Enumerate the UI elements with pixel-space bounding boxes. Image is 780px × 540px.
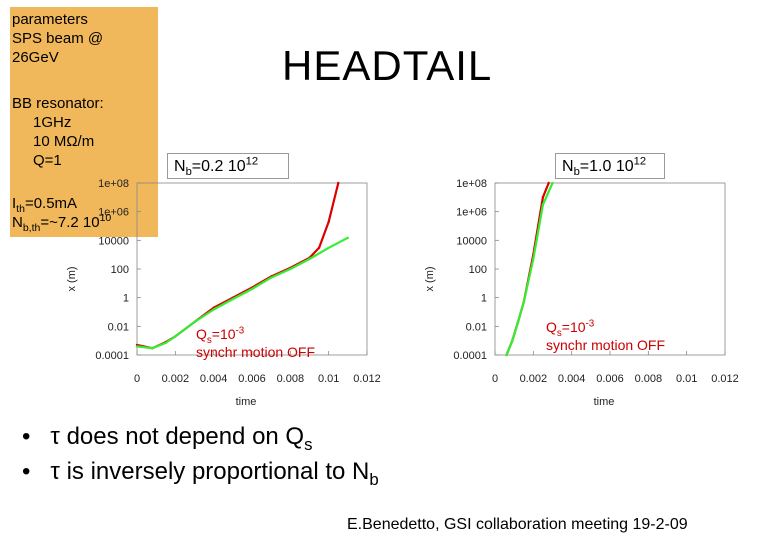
- bb-impedance: 10 MΩ/m: [33, 133, 95, 150]
- data-point-green: [346, 236, 349, 239]
- y-tick-label: 100: [469, 264, 487, 276]
- series-line-red: [136, 182, 340, 350]
- param-line-2: SPS beam @: [12, 30, 104, 47]
- x-tick-label: 0: [134, 373, 140, 385]
- data-point-green: [231, 297, 234, 301]
- data-point-red: [317, 246, 321, 249]
- nb-right-label: Nb=1.0 1012: [555, 153, 665, 179]
- page-title: HEADTAIL: [282, 42, 493, 89]
- parameter-box: parameters SPS beam @ 26GeV BB resonator…: [10, 7, 158, 237]
- data-point-green: [250, 287, 254, 291]
- x-tick-label: 0: [492, 373, 498, 385]
- data-point-green: [511, 339, 514, 342]
- y-tick-label: 1: [123, 293, 129, 305]
- param-line-1: parameters: [12, 11, 88, 28]
- data-point-green: [135, 345, 139, 348]
- data-point-green: [212, 308, 215, 311]
- data-point-green: [289, 267, 292, 271]
- bb-frequency: 1GHz: [33, 114, 72, 131]
- data-point-green: [270, 276, 273, 279]
- x-tick-label: 0.002: [162, 373, 190, 385]
- x-tick-label: 0.004: [558, 373, 586, 385]
- qs-note-left: synchr motion OFF: [196, 344, 316, 360]
- bullet-1: • τ does not depend on Qs: [22, 423, 313, 454]
- y-axis-label: x (m): [66, 266, 78, 291]
- data-point-red: [541, 196, 545, 199]
- y-axis-label: x (m): [424, 266, 436, 291]
- data-point-red: [327, 220, 330, 223]
- y-tick-label: 10000: [456, 235, 487, 247]
- x-tick-label: 0.012: [353, 373, 381, 385]
- data-point-green: [516, 320, 520, 324]
- x-tick-label: 0.002: [520, 373, 548, 385]
- qs-label-left: Qs=10-3: [196, 325, 245, 346]
- param-line-3: 26GeV: [12, 49, 59, 66]
- data-point-green: [164, 341, 167, 345]
- y-tick-label: 100: [111, 264, 129, 276]
- x-axis-label: time: [594, 396, 615, 408]
- y-tick-label: 10000: [98, 235, 129, 247]
- chart-right: 0 0.002 0.004 0.006 0.008 0.01 0.012 0.0001 0.01…: [424, 178, 739, 408]
- y-tick-label: 0.01: [108, 321, 129, 333]
- data-point-red: [337, 181, 340, 185]
- nb-left-label: Nb=0.2 1012: [167, 153, 289, 179]
- y-tick-label: 1e+06: [456, 207, 487, 219]
- y-tick-label: 1e+08: [98, 178, 129, 190]
- data-point-green: [522, 300, 525, 304]
- data-point-green: [551, 181, 554, 185]
- y-tick-label: 0.01: [466, 321, 487, 333]
- bb-quality: Q=1: [33, 152, 62, 169]
- y-tick-label: 1e+06: [98, 207, 129, 219]
- bb-title: BB resonator:: [12, 95, 104, 112]
- qs-note-right: synchr motion OFF: [546, 337, 666, 353]
- ith-value: Ith=0.5mA: [12, 195, 78, 215]
- footer-credit: E.Benedetto, GSI collaboration meeting 1…: [347, 516, 688, 533]
- x-tick-label: 0.01: [676, 373, 697, 385]
- x-tick-label: 0.008: [277, 373, 305, 385]
- data-point-green: [193, 320, 196, 324]
- bullet-dot: •: [22, 423, 31, 450]
- qs-label-right: Qs=10-3: [546, 318, 595, 339]
- data-point-green: [174, 335, 177, 338]
- x-tick-label: 0.008: [635, 373, 663, 385]
- data-point-green: [308, 257, 311, 261]
- data-point-green: [541, 203, 545, 206]
- y-tick-label: 1e+08: [456, 178, 487, 190]
- x-tick-label: 0.004: [200, 373, 228, 385]
- y-tick-label: 0.0001: [95, 350, 129, 362]
- nbth-value: Nb,th=~7.2 1010: [12, 212, 112, 234]
- y-tick-label: 0.0001: [453, 350, 487, 362]
- x-axis-label: time: [236, 396, 257, 408]
- bullet-dot: •: [22, 458, 31, 485]
- bullet-2: • τ is inversely proportional to Nb: [22, 458, 379, 489]
- data-point-green: [505, 353, 508, 357]
- data-point-green: [532, 257, 535, 261]
- x-tick-label: 0.006: [238, 373, 266, 385]
- x-tick-label: 0.006: [596, 373, 624, 385]
- data-point-green: [151, 347, 154, 350]
- y-tick-label: 1: [481, 293, 487, 305]
- x-tick-label: 0.01: [318, 373, 339, 385]
- data-point-green: [327, 246, 330, 249]
- chart-left: 0 0.002 0.004 0.006 0.008 0.01 0.012 0.0001 0.01…: [66, 178, 381, 408]
- x-tick-label: 0.012: [711, 373, 739, 385]
- data-point-red: [547, 181, 550, 185]
